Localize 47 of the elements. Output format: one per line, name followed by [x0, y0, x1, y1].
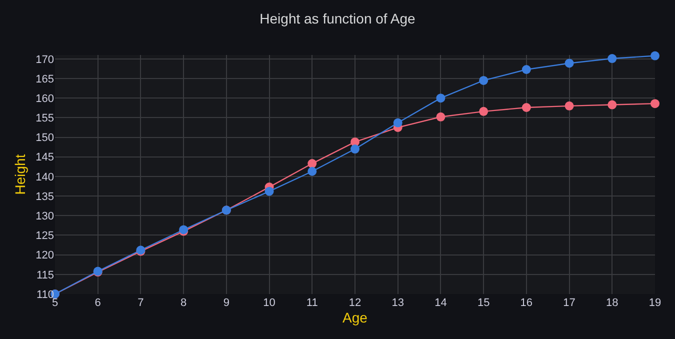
point: [564, 101, 574, 110]
chart-title: Height as function of Age: [260, 10, 416, 26]
point: [264, 186, 274, 196]
x-tick-label: 13: [392, 297, 404, 309]
point: [650, 99, 660, 108]
x-tick-label: 15: [477, 297, 490, 309]
x-tick-label: 18: [606, 297, 618, 309]
point: [522, 65, 531, 74]
point: [608, 54, 617, 64]
point: [608, 100, 617, 110]
point: [308, 166, 317, 176]
x-tick-label: 7: [138, 297, 144, 309]
point: [350, 144, 360, 154]
x-tick-label: 6: [94, 297, 101, 309]
x-tick-label: 16: [520, 297, 533, 309]
x-tick-label: 19: [648, 297, 662, 309]
y-tick-label: 125: [36, 230, 54, 242]
point: [436, 94, 446, 103]
x-tick-label: 12: [348, 297, 362, 309]
point: [650, 51, 660, 60]
point: [479, 106, 488, 116]
y-tick-label: 135: [36, 190, 54, 203]
x-tick-label: 11: [306, 297, 318, 309]
x-axis-title: Age: [342, 309, 368, 326]
x-tick-label: 9: [223, 297, 230, 309]
y-tick-label: 120: [36, 250, 54, 262]
y-axis-title: Height: [12, 154, 28, 195]
y-tick-label: 145: [36, 152, 54, 164]
x-tick-label: 17: [563, 297, 576, 309]
y-tick-label: 170: [36, 54, 54, 66]
point: [436, 112, 446, 122]
point: [308, 159, 317, 168]
y-tick-label: 140: [36, 171, 54, 184]
y-tick-label: 165: [36, 73, 54, 86]
y-tick-label: 150: [36, 132, 54, 144]
x-tick-label: 14: [434, 297, 447, 309]
y-tick-label: 130: [36, 210, 54, 222]
x-tick-label: 8: [180, 297, 187, 309]
x-tick-label: 5: [52, 297, 58, 309]
x-tick-label: 10: [263, 297, 276, 309]
y-tick-label: 155: [36, 112, 54, 125]
point: [564, 58, 574, 68]
point: [522, 103, 531, 112]
point: [479, 76, 488, 85]
y-tick-label: 160: [36, 92, 54, 105]
point: [393, 118, 402, 128]
y-tick-label: 115: [36, 269, 54, 282]
